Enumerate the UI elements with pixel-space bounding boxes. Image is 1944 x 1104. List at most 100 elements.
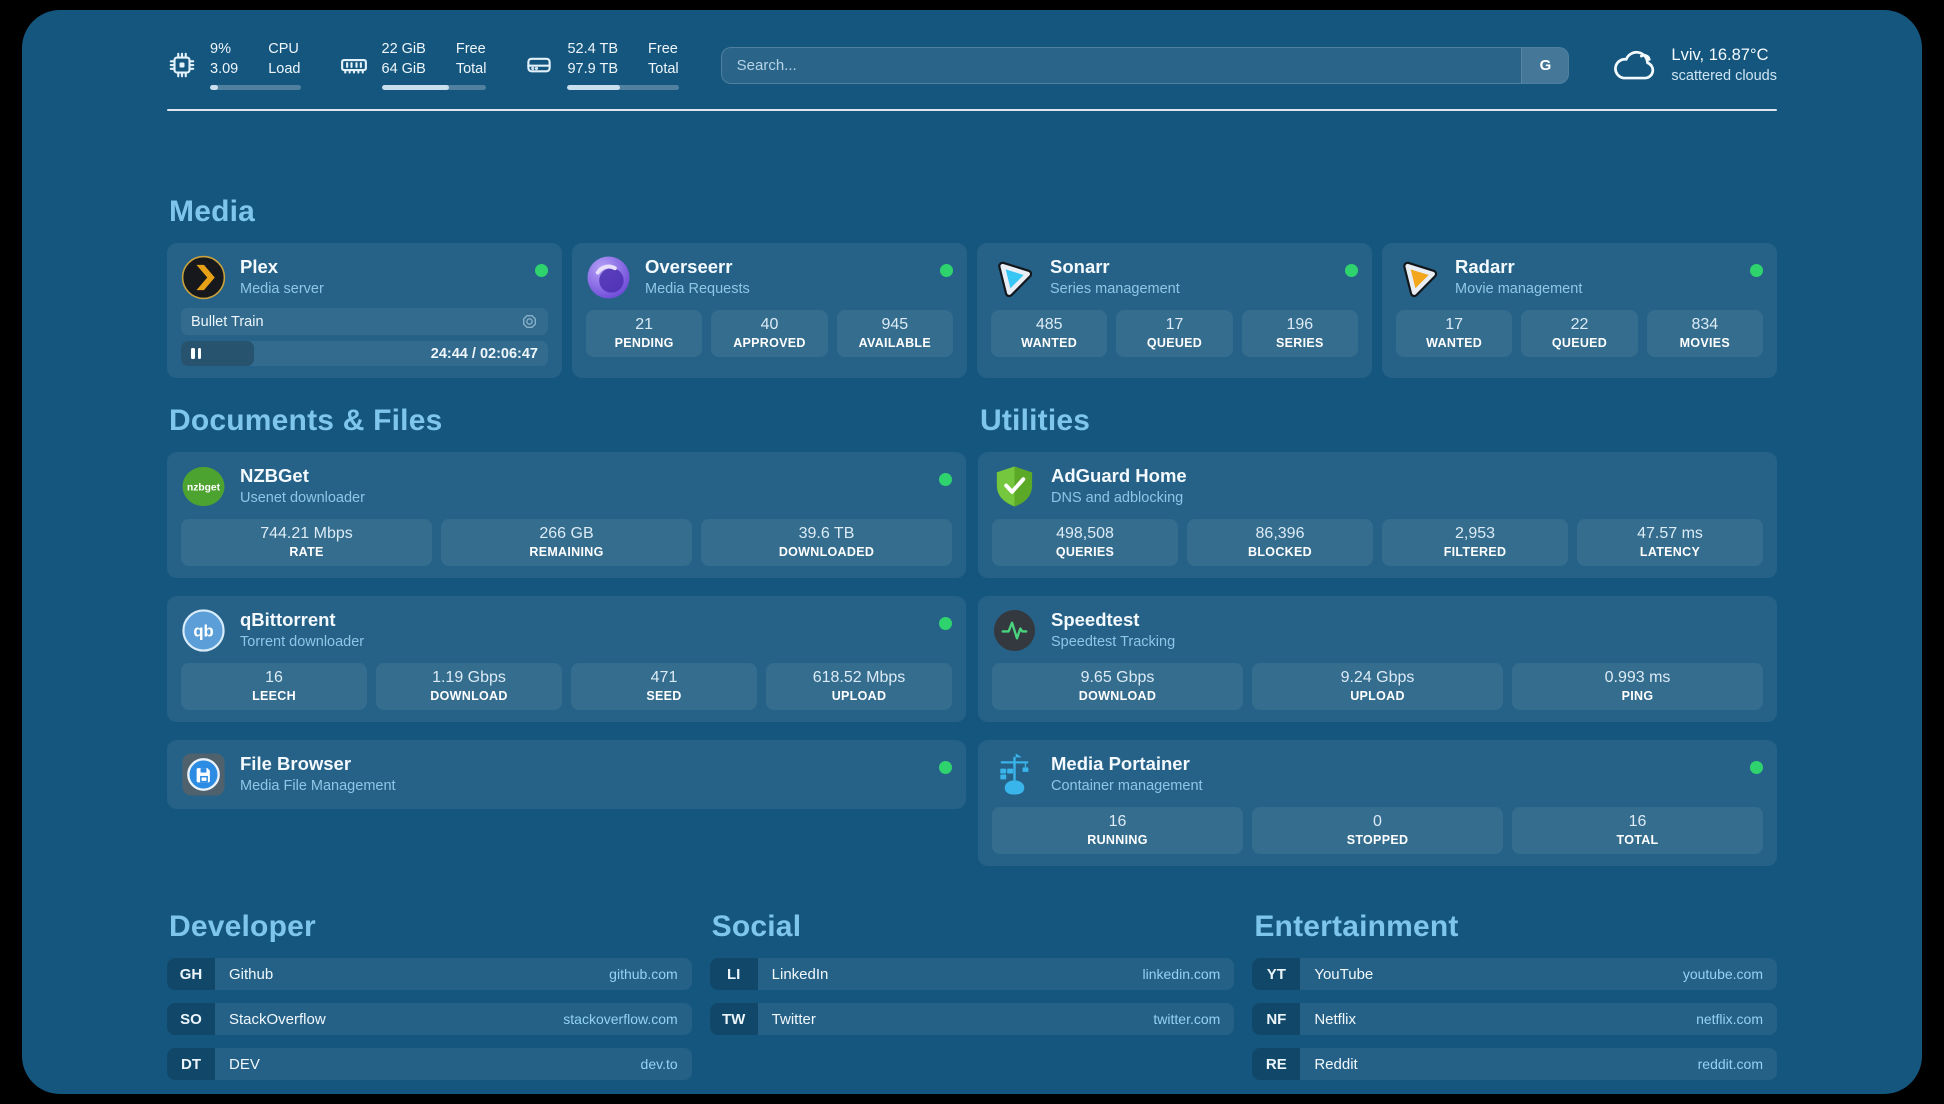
- cpu-icon: [167, 50, 197, 80]
- dashboard-panel: 9% 3.09 CPU Load: [22, 10, 1922, 1094]
- stat-seed: 471 SEED: [571, 663, 757, 710]
- stat-series: 196 SERIES: [1241, 310, 1358, 357]
- status-dot: [939, 617, 952, 630]
- stat-label: TOTAL: [1616, 833, 1659, 847]
- service-card-nzbget[interactable]: nzbget NZBGet Usenet downloader 744.21 M…: [167, 452, 966, 578]
- app-description: Series management: [1050, 281, 1180, 297]
- cpu-usage-value: 9%: [210, 40, 231, 57]
- stat-label: UPLOAD: [831, 689, 887, 703]
- disk-total-value: 97.9 TB: [567, 60, 619, 77]
- service-card-sonarr[interactable]: Sonarr Series management 485 WANTED 17 Q…: [977, 243, 1372, 378]
- bookmark-abbr: LI: [709, 958, 758, 990]
- service-card-speedtest[interactable]: Speedtest Speedtest Tracking 9.65 Gbps D…: [978, 596, 1777, 722]
- portainer-icon: [992, 752, 1037, 797]
- resource-monitors: 9% 3.09 CPU Load: [167, 40, 679, 91]
- section-title-social: Social: [711, 910, 802, 943]
- search-bar: G: [720, 46, 1570, 84]
- stat-value: 16: [1628, 813, 1647, 830]
- speedtest-icon: [992, 608, 1037, 653]
- stat-value: 40: [760, 316, 779, 333]
- app-name: Speedtest: [1051, 609, 1140, 630]
- stat-label: BLOCKED: [1248, 545, 1312, 559]
- disk-label-1: Free: [648, 40, 678, 57]
- stat-label: DOWNLOAD: [430, 689, 508, 703]
- stat-label: QUEUED: [1551, 336, 1608, 350]
- app-name: Plex: [240, 256, 279, 277]
- player-time: 24:44 / 02:06:47: [430, 345, 538, 362]
- stat-value: 2,953: [1454, 525, 1496, 542]
- cloud-icon: [1611, 46, 1657, 84]
- stat-value: 17: [1445, 316, 1464, 333]
- cpu-progress-bar: [210, 85, 301, 91]
- bookmark-github[interactable]: GH Github github.com: [167, 958, 692, 990]
- stat-upload: 9.24 Gbps UPLOAD: [1252, 663, 1503, 710]
- service-card-qbittorrent[interactable]: qb qBittorrent Torrent downloader 16 LEE…: [167, 596, 966, 722]
- search-provider-button[interactable]: G: [1521, 47, 1569, 83]
- stat-value: 21: [635, 316, 654, 333]
- stat-value: 16: [265, 669, 283, 686]
- bookmark-abbr: RE: [1252, 1048, 1301, 1080]
- service-card-overseerr[interactable]: Overseerr Media Requests 21 PENDING 40 A…: [572, 243, 967, 378]
- app-name: File Browser: [240, 753, 352, 774]
- bookmark-reddit[interactable]: RE Reddit reddit.com: [1252, 1048, 1777, 1080]
- bookmark-dev[interactable]: DT DEV dev.to: [167, 1048, 692, 1080]
- radarr-icon: [1396, 255, 1441, 300]
- app-description: Speedtest Tracking: [1051, 634, 1176, 650]
- stat-label: UPLOAD: [1350, 689, 1405, 703]
- disk-free-value: 52.4 TB: [567, 40, 619, 57]
- stat-value: 0.993 ms: [1604, 669, 1671, 686]
- status-dot: [1750, 761, 1763, 774]
- stat-value: 17: [1165, 316, 1184, 333]
- bookmark-twitter[interactable]: TW Twitter twitter.com: [709, 1003, 1235, 1035]
- bookmark-linkedin[interactable]: LI LinkedIn linkedin.com: [709, 958, 1235, 990]
- stat-value: 266 GB: [539, 525, 594, 542]
- app-description: DNS and adblocking: [1051, 490, 1184, 506]
- section-title-documents: Documents & Files: [169, 404, 443, 437]
- stat-value: 0: [1373, 813, 1382, 830]
- stat-label: AVAILABLE: [858, 336, 931, 350]
- stat-label: SEED: [646, 689, 682, 703]
- status-dot: [939, 761, 952, 774]
- gear-icon[interactable]: [521, 313, 538, 330]
- stat-downloaded: 39.6 TB DOWNLOADED: [701, 519, 952, 566]
- service-card-filebrowser[interactable]: File Browser Media File Management: [167, 740, 966, 809]
- bookmark-url: github.com: [609, 966, 678, 982]
- stat-value: 9.24 Gbps: [1340, 669, 1415, 686]
- stat-label: REMAINING: [529, 545, 604, 559]
- memory-total-value: 64 GiB: [381, 60, 426, 77]
- section-title-media: Media: [169, 195, 256, 228]
- bookmark-url: linkedin.com: [1142, 966, 1221, 982]
- service-card-radarr[interactable]: Radarr Movie management 17 WANTED 22 QUE…: [1382, 243, 1777, 378]
- bookmark-abbr: NF: [1252, 1003, 1301, 1035]
- memory-icon: [339, 50, 369, 80]
- app-name: Sonarr: [1050, 256, 1110, 277]
- search-input[interactable]: [720, 46, 1570, 84]
- service-card-adguard[interactable]: AdGuard Home DNS and adblocking 498,508 …: [978, 452, 1777, 578]
- player-elapsed-fill: [181, 341, 255, 366]
- cpu-monitor: 9% 3.09 CPU Load: [167, 40, 301, 91]
- bookmark-netflix[interactable]: NF Netflix netflix.com: [1252, 1003, 1777, 1035]
- stat-pending: 21 PENDING: [586, 310, 703, 357]
- stat-available: 945 AVAILABLE: [836, 310, 953, 357]
- service-card-portainer[interactable]: Media Portainer Container management 16 …: [978, 740, 1777, 866]
- stat-latency: 47.57 ms LATENCY: [1577, 519, 1763, 566]
- stat-wanted: 485 WANTED: [991, 310, 1108, 357]
- service-card-plex[interactable]: Plex Media server Bullet Train: [167, 243, 562, 378]
- stat-queued: 22 QUEUED: [1521, 310, 1638, 357]
- status-dot: [939, 473, 952, 486]
- bookmark-stackoverflow[interactable]: SO StackOverflow stackoverflow.com: [167, 1003, 692, 1035]
- stat-label: QUEUED: [1146, 336, 1203, 350]
- bookmark-name: Github: [229, 965, 274, 983]
- stat-value: 498,508: [1056, 525, 1114, 542]
- weather-condition: scattered clouds: [1671, 68, 1777, 84]
- bookmark-youtube[interactable]: YT YouTube youtube.com: [1252, 958, 1777, 990]
- stat-label: APPROVED: [733, 336, 806, 350]
- stat-value: 39.6 TB: [798, 525, 855, 542]
- status-dot: [1345, 264, 1358, 277]
- stat-queries: 498,508 QUERIES: [992, 519, 1178, 566]
- pause-icon[interactable]: [191, 348, 201, 359]
- stat-total: 16 TOTAL: [1512, 807, 1763, 854]
- top-bar: 9% 3.09 CPU Load: [167, 36, 1777, 94]
- stat-value: 47.57 ms: [1637, 525, 1703, 542]
- svg-text:qb: qb: [193, 621, 213, 640]
